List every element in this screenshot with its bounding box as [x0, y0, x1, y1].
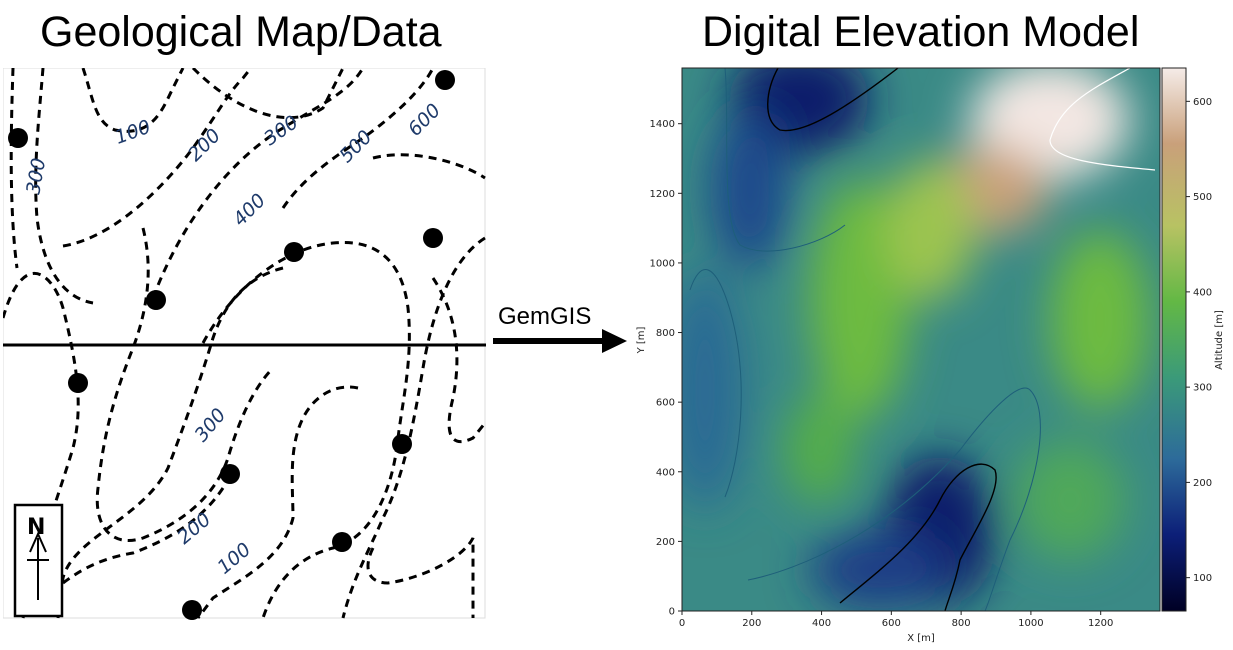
data-point — [423, 228, 443, 248]
y-tick-label: 400 — [656, 467, 675, 478]
x-ticks: 0 200 400 600 800 1000 1200 — [679, 611, 1113, 629]
x-tick-label: 0 — [679, 618, 685, 629]
geological-map-title: Geological Map/Data — [40, 8, 442, 56]
gemgis-label: GemGIS — [498, 303, 592, 330]
contour-line — [151, 68, 365, 299]
dem-contours — [689, 67, 1156, 612]
colorbar-tick-label: 500 — [1193, 192, 1212, 203]
y-tick-label: 600 — [656, 398, 675, 409]
colorbar-tick-label: 400 — [1193, 287, 1212, 298]
data-point — [182, 600, 202, 620]
contour-line — [747, 387, 1041, 612]
colorbar-ticks: 100 200 300 400 500 600 — [1186, 97, 1212, 584]
arrow-shaft — [493, 338, 603, 344]
contour-line — [281, 68, 435, 209]
data-point — [392, 434, 412, 454]
contour-line — [56, 266, 284, 619]
north-label: N — [27, 515, 45, 540]
data-point — [435, 70, 455, 90]
data-point — [332, 532, 352, 552]
dem-surface — [682, 68, 1160, 611]
x-tick-label: 1200 — [1088, 618, 1113, 629]
data-point — [220, 464, 240, 484]
contour-line — [839, 463, 997, 612]
contour-line — [191, 68, 345, 120]
data-points — [8, 70, 455, 620]
arrow-head — [602, 329, 627, 353]
y-tick-label: 800 — [656, 328, 675, 339]
x-tick-label: 800 — [952, 618, 971, 629]
colorbar-tick-label: 200 — [1193, 478, 1212, 489]
y-ticks: 0 200 400 600 800 1000 1200 1400 — [650, 119, 682, 618]
contour-line — [724, 67, 846, 252]
contour-line — [767, 67, 899, 132]
x-tick-label: 1000 — [1018, 618, 1043, 629]
dem-chart: 0 200 400 600 800 1000 1200 0 200 400 600 800 1000 1… — [636, 67, 1225, 644]
map-frame — [3, 68, 486, 619]
x-axis-label: X [m] — [907, 633, 935, 644]
process-arrow — [493, 329, 627, 353]
x-tick-label: 400 — [812, 618, 831, 629]
contour-line — [9, 68, 19, 269]
north-arrow: N — [13, 503, 64, 618]
x-tick-label: 200 — [742, 618, 761, 629]
y-tick-label: 1400 — [650, 119, 675, 130]
y-tick-label: 1200 — [650, 189, 675, 200]
contour-line — [95, 227, 275, 543]
y-tick-label: 1000 — [650, 258, 675, 269]
data-point — [68, 373, 88, 393]
contour-line — [431, 277, 486, 444]
colorbar-tick-label: 100 — [1193, 573, 1212, 584]
colorbar-tick-label: 600 — [1193, 97, 1212, 108]
y-tick-label: 0 — [669, 607, 675, 618]
colorbar-label: Altitude [m] — [1214, 310, 1225, 370]
contour-line — [62, 487, 225, 585]
contour-line — [196, 385, 359, 619]
north-head — [29, 531, 47, 553]
colorbar — [1161, 67, 1187, 612]
geological-map: 100 200 300 400 500 600 300 300 200 100 … — [3, 68, 486, 620]
y-axis-label: Y [m] — [636, 326, 647, 354]
contour-line — [201, 240, 411, 619]
contour-line — [62, 68, 253, 248]
dem-title: Digital Elevation Model — [702, 8, 1140, 56]
contour-line — [81, 68, 185, 133]
plot-frame — [681, 67, 1161, 612]
data-point — [8, 128, 28, 148]
contour-line — [1049, 67, 1156, 171]
colorbar-tick-label: 300 — [1193, 383, 1212, 394]
x-tick-label: 600 — [882, 618, 901, 629]
data-point — [284, 242, 304, 262]
data-point — [146, 290, 166, 310]
contour-line — [341, 236, 486, 619]
contour-line — [372, 153, 486, 180]
contour-line — [34, 68, 94, 305]
contour-line — [689, 269, 742, 498]
y-tick-label: 200 — [656, 537, 675, 548]
contour-line — [366, 537, 475, 618]
